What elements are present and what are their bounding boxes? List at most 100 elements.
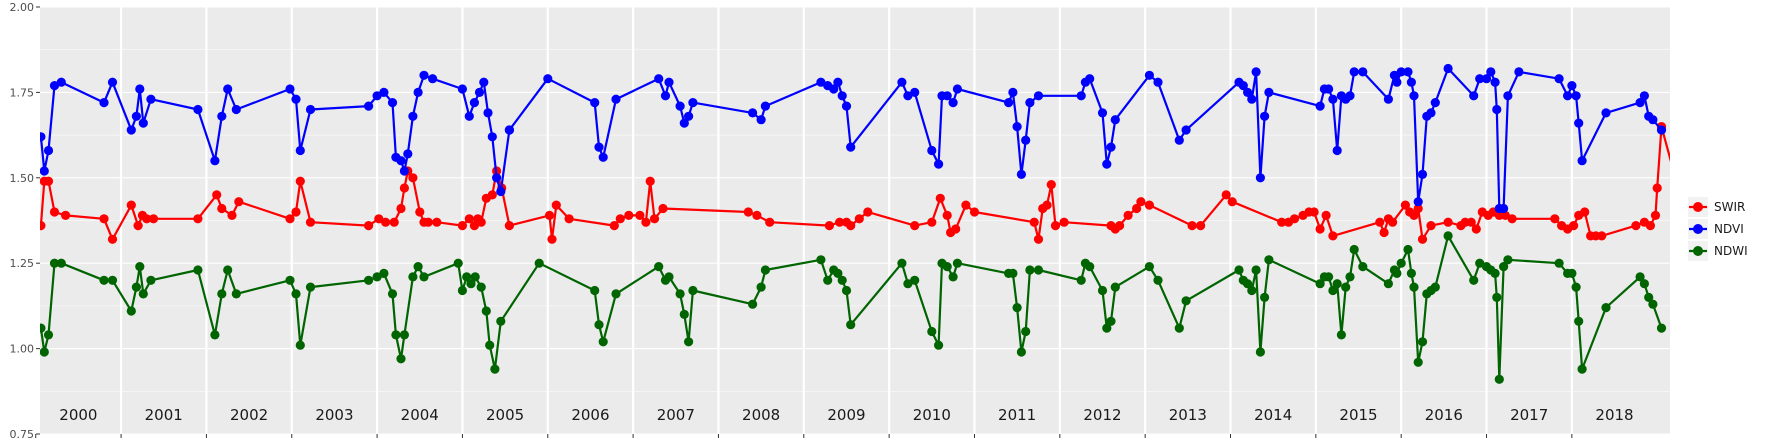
- data-point-ndwi: [1571, 282, 1581, 292]
- data-point-ndvi: [833, 77, 843, 87]
- data-point-ndwi: [1503, 255, 1513, 265]
- data-point-ndwi: [131, 282, 141, 292]
- series-ndwi: [40, 231, 1667, 384]
- data-point-swir: [432, 217, 442, 227]
- data-point-ndvi: [1492, 104, 1502, 115]
- data-point-swir: [476, 217, 486, 227]
- data-point-swir: [364, 221, 374, 231]
- data-point-ndwi: [1492, 292, 1502, 302]
- data-point-swir: [635, 210, 645, 220]
- data-point-ndwi: [1406, 268, 1416, 278]
- data-point-ndwi: [1648, 299, 1658, 309]
- data-point-ndwi: [1494, 374, 1504, 384]
- year-label: 2010: [913, 406, 951, 424]
- data-point-ndvi: [1383, 94, 1393, 104]
- data-point-ndvi: [399, 166, 409, 176]
- data-point-ndwi: [1392, 268, 1402, 278]
- data-point-ndwi: [1234, 265, 1244, 275]
- data-point-ndvi: [487, 132, 497, 142]
- data-point-ndwi: [1490, 268, 1500, 278]
- data-point-ndwi: [675, 289, 685, 299]
- data-point-ndwi: [372, 272, 382, 282]
- data-point-ndwi: [1475, 258, 1485, 268]
- data-point-ndvi: [1490, 77, 1500, 87]
- data-point-ndvi: [1403, 67, 1413, 77]
- data-point-swir: [126, 200, 136, 210]
- data-point-swir: [1196, 221, 1206, 231]
- data-point-swir: [43, 176, 54, 186]
- data-point-ndwi: [760, 265, 771, 275]
- data-point-ndvi: [934, 159, 944, 169]
- data-point-ndvi: [1247, 94, 1257, 104]
- data-point-ndvi: [1601, 108, 1611, 118]
- data-point-ndvi: [1358, 67, 1368, 77]
- year-separators: [119, 7, 1573, 434]
- data-point-ndwi: [611, 289, 621, 299]
- data-point-swir: [285, 214, 295, 224]
- data-point-ndwi: [126, 306, 136, 316]
- data-point-swir: [504, 221, 514, 231]
- data-point-swir: [305, 217, 316, 227]
- data-point-ndwi: [1324, 272, 1334, 282]
- data-point-ndvi: [49, 81, 60, 91]
- data-point-ndwi: [305, 282, 316, 292]
- data-point-swir: [1409, 210, 1419, 220]
- data-point-ndvi: [1264, 87, 1274, 97]
- data-point-ndvi: [590, 98, 600, 108]
- data-point-ndwi: [1025, 265, 1035, 275]
- data-point-ndvi: [396, 156, 406, 166]
- data-point-ndvi: [675, 101, 685, 111]
- data-point-ndwi: [419, 272, 429, 282]
- data-point-ndvi: [829, 84, 839, 94]
- data-point-ndvi: [654, 74, 664, 84]
- data-point-ndvi: [816, 77, 826, 87]
- data-point-swir: [969, 207, 980, 217]
- data-point-ndvi: [295, 145, 305, 156]
- data-point-ndwi: [1396, 258, 1406, 268]
- data-point-swir: [1321, 210, 1331, 220]
- data-point-swir: [1550, 214, 1560, 224]
- data-point-ndvi: [99, 98, 109, 108]
- data-point-ndwi: [684, 337, 694, 347]
- data-point-ndwi: [396, 354, 406, 364]
- data-point-swir: [1388, 217, 1398, 227]
- data-point-swir: [854, 214, 864, 224]
- data-point-swir: [1413, 203, 1423, 214]
- data-point-swir: [148, 214, 159, 224]
- data-point-ndvi: [413, 87, 423, 97]
- data-point-ndwi: [1012, 303, 1022, 313]
- data-point-ndwi: [387, 289, 398, 299]
- data-point-swir: [624, 210, 634, 220]
- data-point-swir: [1500, 210, 1510, 220]
- data-point-ndvi: [496, 186, 506, 197]
- data-point-ndwi: [1106, 316, 1116, 326]
- data-point-ndwi: [462, 272, 472, 282]
- year-label: 2008: [742, 406, 780, 424]
- data-point-ndwi: [948, 272, 958, 282]
- data-point-ndwi: [1430, 282, 1440, 292]
- data-point-swir: [824, 221, 835, 231]
- data-point-swir: [1029, 217, 1039, 227]
- data-point-ndvi: [138, 118, 148, 128]
- year-label: 2007: [657, 406, 695, 424]
- data-point-ndvi: [1554, 74, 1564, 84]
- year-label: 2005: [486, 406, 524, 424]
- legend-key-point: [1693, 224, 1703, 234]
- data-point-ndwi: [49, 258, 60, 268]
- data-point-ndwi: [231, 289, 241, 299]
- data-point-swir: [927, 217, 937, 227]
- data-point-swir: [1033, 234, 1044, 244]
- data-point-ndvi: [1238, 81, 1248, 91]
- data-point-swir: [615, 214, 625, 224]
- data-point-ndwi: [146, 275, 156, 285]
- data-point-swir: [40, 221, 46, 231]
- data-point-ndwi: [1174, 323, 1184, 333]
- data-point-ndvi: [598, 152, 608, 162]
- data-point-swir: [1569, 221, 1579, 231]
- data-point-swir: [1650, 210, 1661, 220]
- data-point-ndwi: [1577, 364, 1587, 374]
- data-point-ndwi: [1409, 282, 1419, 292]
- data-point-ndwi: [285, 275, 295, 285]
- data-point-swir: [408, 173, 418, 183]
- data-point-swir: [1328, 231, 1338, 241]
